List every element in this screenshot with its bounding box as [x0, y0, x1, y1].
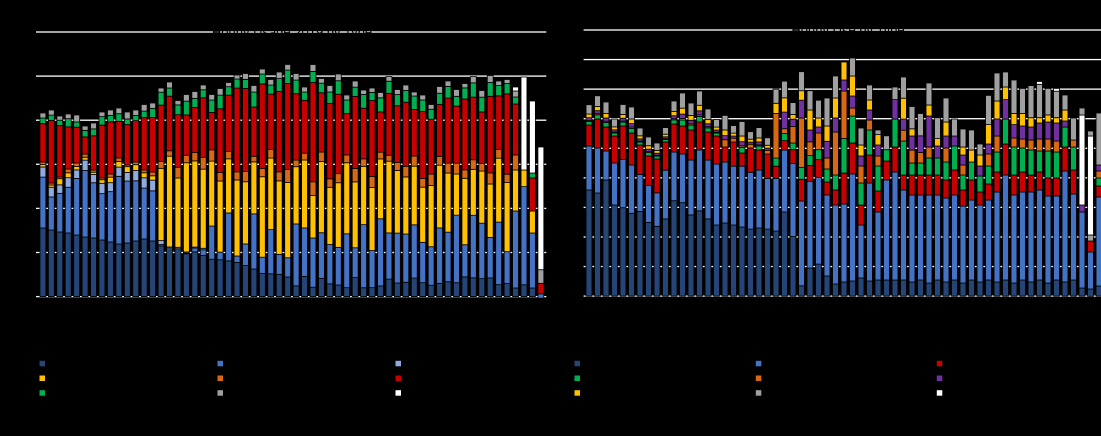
- svg-text:Hourly Use by Type: Hourly Use by Type: [791, 23, 904, 38]
- svg-text:Hourly Usage 2019 by Type: Hourly Usage 2019 by Type: [212, 25, 372, 40]
